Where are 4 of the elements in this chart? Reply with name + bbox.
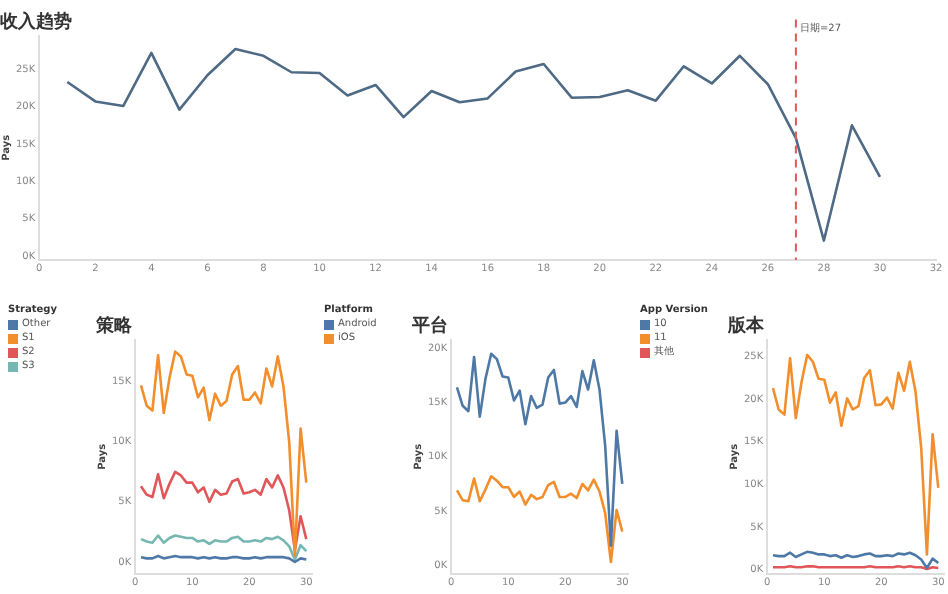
chart-title: 平台: [410, 315, 448, 338]
chart-title: 策略: [94, 315, 134, 338]
chart-title: 收入趋势: [0, 11, 72, 34]
chart-title: 版本: [726, 315, 766, 338]
